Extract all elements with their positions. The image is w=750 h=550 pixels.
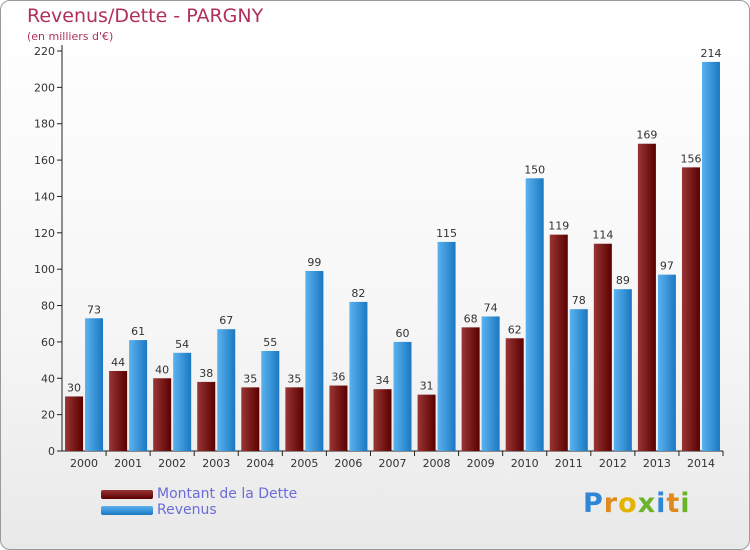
y-tick-label: 80 xyxy=(41,300,55,313)
value-label-dette: 34 xyxy=(376,374,390,387)
value-label-revenus: 214 xyxy=(700,47,721,60)
bar-revenus-2009 xyxy=(481,316,500,451)
chart-subtitle: (en milliers d'€) xyxy=(27,30,114,43)
legend-swatch-debt xyxy=(101,490,153,499)
value-label-dette: 35 xyxy=(243,372,257,385)
bar-revenus-2007 xyxy=(393,341,412,451)
proxiti-logo: Proxiti xyxy=(583,488,691,519)
bar-dette-2002 xyxy=(153,378,172,451)
bar-revenus-2011 xyxy=(569,309,588,451)
x-tick-label: 2012 xyxy=(599,457,627,470)
x-tick-label: 2010 xyxy=(511,457,539,470)
x-tick-label: 2000 xyxy=(70,457,98,470)
bar-revenus-2005 xyxy=(305,271,324,451)
value-label-revenus: 82 xyxy=(351,287,365,300)
value-label-revenus: 73 xyxy=(87,303,101,316)
bar-dette-2004 xyxy=(241,387,260,451)
bar-revenus-2004 xyxy=(261,351,280,451)
bar-revenus-2003 xyxy=(217,329,236,451)
y-tick-label: 120 xyxy=(34,227,55,240)
bar-dette-2010 xyxy=(505,338,524,451)
y-tick-label: 40 xyxy=(41,372,55,385)
legend-label-revenus: Revenus xyxy=(157,502,217,518)
legend-label-debt: Montant de la Dette xyxy=(157,486,298,502)
y-tick-label: 100 xyxy=(34,263,55,276)
y-tick-label: 200 xyxy=(34,81,55,94)
y-tick-label: 60 xyxy=(41,336,55,349)
y-tick-label: 160 xyxy=(34,154,55,167)
bar-dette-2011 xyxy=(549,234,568,451)
x-tick-label: 2007 xyxy=(379,457,407,470)
value-label-dette: 38 xyxy=(199,367,213,380)
value-label-dette: 62 xyxy=(508,323,522,336)
x-tick-label: 2009 xyxy=(467,457,495,470)
value-label-revenus: 67 xyxy=(219,314,233,327)
value-label-dette: 156 xyxy=(680,152,701,165)
bar-dette-2005 xyxy=(285,387,304,451)
y-tick-label: 140 xyxy=(34,190,55,203)
x-tick-label: 2014 xyxy=(687,457,715,470)
value-label-dette: 119 xyxy=(548,220,569,233)
bar-dette-2014 xyxy=(681,167,700,451)
value-label-dette: 44 xyxy=(111,356,125,369)
bar-revenus-2014 xyxy=(701,61,720,452)
value-label-revenus: 97 xyxy=(660,260,674,273)
bar-dette-2007 xyxy=(373,389,392,451)
y-tick-label: 0 xyxy=(48,445,55,458)
y-tick-label: 20 xyxy=(41,409,55,422)
x-tick-label: 2008 xyxy=(423,457,451,470)
value-label-revenus: 78 xyxy=(572,294,586,307)
bar-revenus-2010 xyxy=(525,178,544,452)
bar-dette-2009 xyxy=(461,327,480,451)
x-tick-label: 2001 xyxy=(114,457,142,470)
bar-revenus-2013 xyxy=(657,274,676,451)
value-label-dette: 36 xyxy=(331,371,345,384)
value-label-revenus: 150 xyxy=(524,163,545,176)
value-label-revenus: 115 xyxy=(436,227,457,240)
value-label-revenus: 54 xyxy=(175,338,189,351)
bar-dette-2000 xyxy=(65,396,84,451)
bar-revenus-2002 xyxy=(173,352,192,451)
value-label-revenus: 55 xyxy=(263,336,277,349)
chart-title: Revenus/Dette - PARGNY xyxy=(27,5,264,27)
value-label-dette: 169 xyxy=(636,129,657,142)
x-tick-label: 2003 xyxy=(202,457,230,470)
bar-revenus-2012 xyxy=(613,289,632,451)
bar-revenus-2000 xyxy=(85,318,104,451)
legend-swatch-revenus xyxy=(101,506,153,515)
value-label-revenus: 60 xyxy=(396,327,410,340)
x-tick-label: 2011 xyxy=(555,457,583,470)
value-label-dette: 31 xyxy=(420,380,434,393)
bar-dette-2006 xyxy=(329,385,348,451)
x-tick-label: 2013 xyxy=(643,457,671,470)
bar-revenus-2006 xyxy=(349,301,368,451)
bar-revenus-2008 xyxy=(437,241,456,451)
x-tick-label: 2002 xyxy=(158,457,186,470)
value-label-dette: 30 xyxy=(67,381,81,394)
bar-revenus-2001 xyxy=(129,340,148,451)
value-label-revenus: 61 xyxy=(131,325,145,338)
value-label-dette: 68 xyxy=(464,312,478,325)
y-tick-label: 180 xyxy=(34,118,55,131)
bar-dette-2013 xyxy=(637,143,656,451)
x-tick-label: 2006 xyxy=(334,457,362,470)
x-tick-label: 2005 xyxy=(290,457,318,470)
bar-dette-2012 xyxy=(593,243,612,451)
value-label-revenus: 99 xyxy=(307,256,321,269)
value-label-dette: 40 xyxy=(155,363,169,376)
bar-dette-2003 xyxy=(197,381,216,451)
value-label-dette: 114 xyxy=(592,229,613,242)
y-tick-label: 220 xyxy=(34,45,55,58)
bar-dette-2008 xyxy=(417,394,436,451)
value-label-revenus: 89 xyxy=(616,274,630,287)
bar-dette-2001 xyxy=(109,371,128,451)
value-label-revenus: 74 xyxy=(484,301,498,314)
value-label-dette: 35 xyxy=(287,372,301,385)
x-tick-label: 2004 xyxy=(246,457,274,470)
